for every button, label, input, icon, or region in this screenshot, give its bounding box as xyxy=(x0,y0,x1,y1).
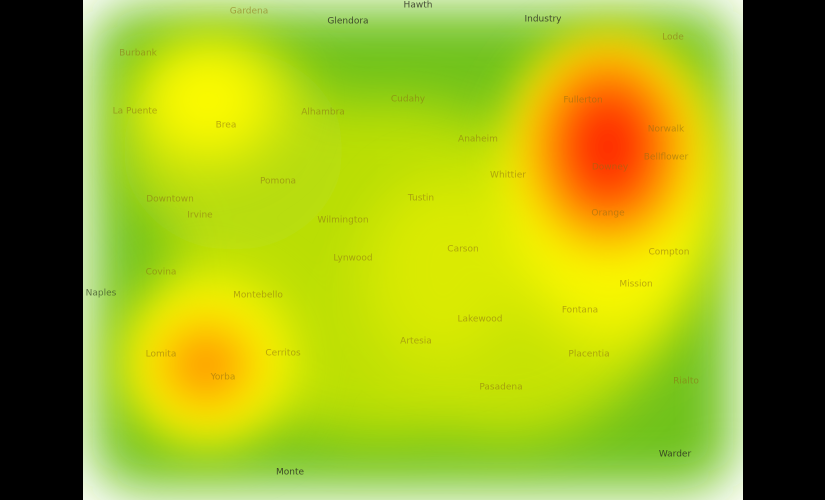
place-label: Irvine xyxy=(187,210,213,221)
place-label: Artesia xyxy=(400,336,432,347)
place-label: Orange xyxy=(591,208,625,219)
place-label: Whittier xyxy=(490,170,526,181)
place-label: Burbank xyxy=(119,48,157,59)
place-label: Alhambra xyxy=(301,107,345,118)
place-label: La Puente xyxy=(112,106,158,117)
place-label: Montebello xyxy=(233,290,283,301)
place-label: Yorba xyxy=(210,372,236,383)
place-labels: Gardena Glendora Hawth Industry Lode Bur… xyxy=(83,0,743,500)
place-label: Downey xyxy=(591,162,629,173)
hotspot-southwest xyxy=(131,295,281,435)
place-label: Cudahy xyxy=(390,94,426,105)
place-label: Glendora xyxy=(327,16,369,27)
place-label: Bellflower xyxy=(643,152,689,163)
place-label: Wilmington xyxy=(317,215,369,226)
place-label: Placentia xyxy=(568,349,610,360)
place-label: Lode xyxy=(662,32,684,43)
place-label: Pomona xyxy=(259,176,297,187)
place-label: Monte xyxy=(275,467,305,478)
place-label: Brea xyxy=(215,120,237,131)
place-label: Rialto xyxy=(673,376,699,387)
place-label: Mission xyxy=(619,279,653,290)
hotspot-group xyxy=(131,30,713,435)
place-label: Tustin xyxy=(407,193,435,204)
heatmap-panel[interactable]: Gardena Glendora Hawth Industry Lode Bur… xyxy=(83,0,743,500)
place-label: Lomita xyxy=(145,349,177,360)
place-label: Cerritos xyxy=(265,348,301,359)
place-label: Anaheim xyxy=(458,134,498,145)
place-label: Lynwood xyxy=(333,253,373,264)
place-label: Covina xyxy=(145,267,177,278)
place-label: Norwalk xyxy=(647,124,685,135)
place-label: Hawth xyxy=(403,0,433,11)
place-label: Fullerton xyxy=(563,95,603,106)
place-label: Carson xyxy=(447,244,479,255)
place-label: Naples xyxy=(85,288,117,299)
place-label: Compton xyxy=(648,247,690,258)
place-label: Fontana xyxy=(561,305,599,316)
hotspot-northeast xyxy=(503,30,713,290)
place-label: Gardena xyxy=(229,6,269,17)
place-label: Downtown xyxy=(146,194,194,205)
place-label: Industry xyxy=(524,14,562,25)
place-label: Pasadena xyxy=(479,382,523,393)
heatmap-overlay xyxy=(93,8,738,490)
place-label: Lakewood xyxy=(457,314,503,325)
place-label: Warder xyxy=(658,449,692,460)
